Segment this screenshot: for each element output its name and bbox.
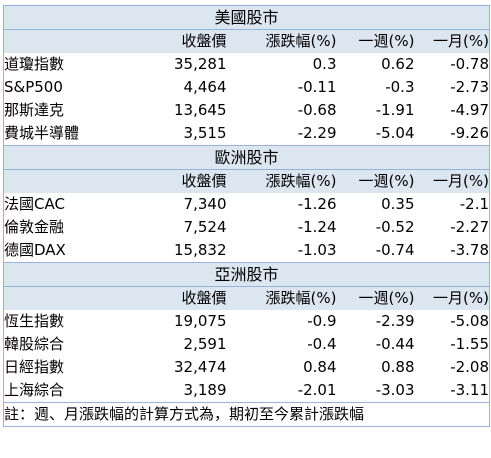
cell-close: 19,075 <box>174 312 227 330</box>
cell-week: -0.52 <box>375 218 415 236</box>
column-header: 一週(%) <box>336 286 415 310</box>
index-name: 費城半導體 <box>3 122 117 146</box>
cell-month: -2.27 <box>450 218 490 236</box>
index-name: S&P500 <box>4 78 63 96</box>
header-blank-cell <box>3 169 117 193</box>
cell-week: 0.62 <box>381 55 415 73</box>
cell-change: -1.24 <box>297 218 337 236</box>
cell-week: -0.44 <box>375 335 415 353</box>
cell-month: -4.97 <box>450 101 490 119</box>
cell-close: 3,515 <box>116 122 227 146</box>
section-title: 美國股市 <box>3 5 490 30</box>
header-blank-cell <box>3 29 117 53</box>
cell-week: -3.03 <box>336 379 415 403</box>
column-header: 收盤價 <box>116 286 227 310</box>
cell-close: 3,189 <box>116 379 227 403</box>
section-title-row: 歐洲股市 <box>3 145 490 170</box>
cell-month: -2.73 <box>450 78 490 96</box>
index-name: 那斯達克 <box>4 101 65 119</box>
cell-close: 35,281 <box>174 55 227 73</box>
table-row: 倫敦金融 7,524 -1.24 -0.52 -2.27 <box>4 216 490 239</box>
cell-month: -2.08 <box>450 358 490 376</box>
cell-change: 0.3 <box>312 55 337 73</box>
column-header: 收盤價 <box>116 169 227 193</box>
index-name: 日經指數 <box>4 358 65 376</box>
column-header: 一月(%) <box>414 169 490 193</box>
cell-close: 4,464 <box>183 78 227 96</box>
column-header: 一週(%) <box>336 29 415 53</box>
section-title: 亞洲股市 <box>3 262 490 287</box>
index-name: 法國CAC <box>4 195 65 213</box>
cell-change: -2.01 <box>226 379 337 403</box>
column-header-row: 收盤價 漲跌幅(%) 一週(%) 一月(%) <box>3 169 490 193</box>
section-title: 歐洲股市 <box>3 145 490 170</box>
table-row: 恆生指數 19,075 -0.9 -2.39 -5.08 <box>4 310 490 333</box>
section-title-row: 亞洲股市 <box>3 262 490 287</box>
cell-close: 7,340 <box>183 195 227 213</box>
table-row: S&P500 4,464 -0.11 -0.3 -2.73 <box>4 76 490 99</box>
cell-close: 13,645 <box>174 101 227 119</box>
cell-week: 0.35 <box>381 195 415 213</box>
cell-week: -0.3 <box>385 78 415 96</box>
cell-month: -2.1 <box>459 195 490 213</box>
table-row: 上海綜合 3,189 -2.01 -3.03 -3.11 <box>3 379 490 403</box>
stock-market-table: 美國股市 收盤價 漲跌幅(%) 一週(%) 一月(%) 道瓊指數 35,281 0.3 0.62… <box>3 5 491 427</box>
cell-change: -0.68 <box>297 101 337 119</box>
cell-close: 32,474 <box>174 358 227 376</box>
index-name: 倫敦金融 <box>4 218 65 236</box>
cell-change: 0.84 <box>303 358 337 376</box>
table-row: 德國DAX 15,832 -1.03 -0.74 -3.78 <box>3 239 490 263</box>
footnote: 註：週、月漲跌幅的計算方式為，期初至今累計漲跌幅 <box>3 402 490 427</box>
cell-month: -5.08 <box>450 312 490 330</box>
cell-week: -0.74 <box>336 239 415 263</box>
cell-change: -1.03 <box>226 239 337 263</box>
column-header-row: 收盤價 漲跌幅(%) 一週(%) 一月(%) <box>3 286 490 310</box>
table-row: 日經指數 32,474 0.84 0.88 -2.08 <box>4 356 490 379</box>
column-header: 漲跌幅(%) <box>226 286 337 310</box>
index-name: 韓股綜合 <box>4 335 65 353</box>
column-header: 漲跌幅(%) <box>226 169 337 193</box>
table-row: 那斯達克 13,645 -0.68 -1.91 -4.97 <box>4 99 490 122</box>
cell-change: -0.4 <box>307 335 337 353</box>
table-row: 費城半導體 3,515 -2.29 -5.04 -9.26 <box>3 122 490 146</box>
table-row: 法國CAC 7,340 -1.26 0.35 -2.1 <box>4 193 490 216</box>
index-name: 上海綜合 <box>3 379 117 403</box>
header-blank-cell <box>3 286 117 310</box>
column-header-row: 收盤價 漲跌幅(%) 一週(%) 一月(%) <box>3 29 490 53</box>
index-name: 德國DAX <box>3 239 117 263</box>
cell-close: 15,832 <box>116 239 227 263</box>
table-row: 道瓊指數 35,281 0.3 0.62 -0.78 <box>4 53 490 76</box>
section-title-row: 美國股市 <box>3 5 490 30</box>
table-row: 韓股綜合 2,591 -0.4 -0.44 -1.55 <box>4 333 490 356</box>
column-header: 漲跌幅(%) <box>226 29 337 53</box>
cell-month: -0.78 <box>450 55 490 73</box>
cell-week: -5.04 <box>336 122 415 146</box>
index-name: 道瓊指數 <box>4 55 65 73</box>
column-header: 一月(%) <box>414 29 490 53</box>
column-header: 收盤價 <box>116 29 227 53</box>
cell-change: -0.9 <box>307 312 337 330</box>
cell-change: -1.26 <box>297 195 337 213</box>
cell-month: -3.78 <box>414 239 490 263</box>
cell-change: -2.29 <box>226 122 337 146</box>
column-header: 一月(%) <box>414 286 490 310</box>
cell-month: -3.11 <box>414 379 490 403</box>
cell-week: -1.91 <box>375 101 415 119</box>
column-header: 一週(%) <box>336 169 415 193</box>
cell-month: -9.26 <box>414 122 490 146</box>
cell-week: 0.88 <box>381 358 415 376</box>
cell-change: -0.11 <box>297 78 337 96</box>
cell-close: 2,591 <box>183 335 227 353</box>
cell-month: -1.55 <box>450 335 490 353</box>
cell-close: 7,524 <box>183 218 227 236</box>
index-name: 恆生指數 <box>4 312 65 330</box>
cell-week: -2.39 <box>375 312 415 330</box>
